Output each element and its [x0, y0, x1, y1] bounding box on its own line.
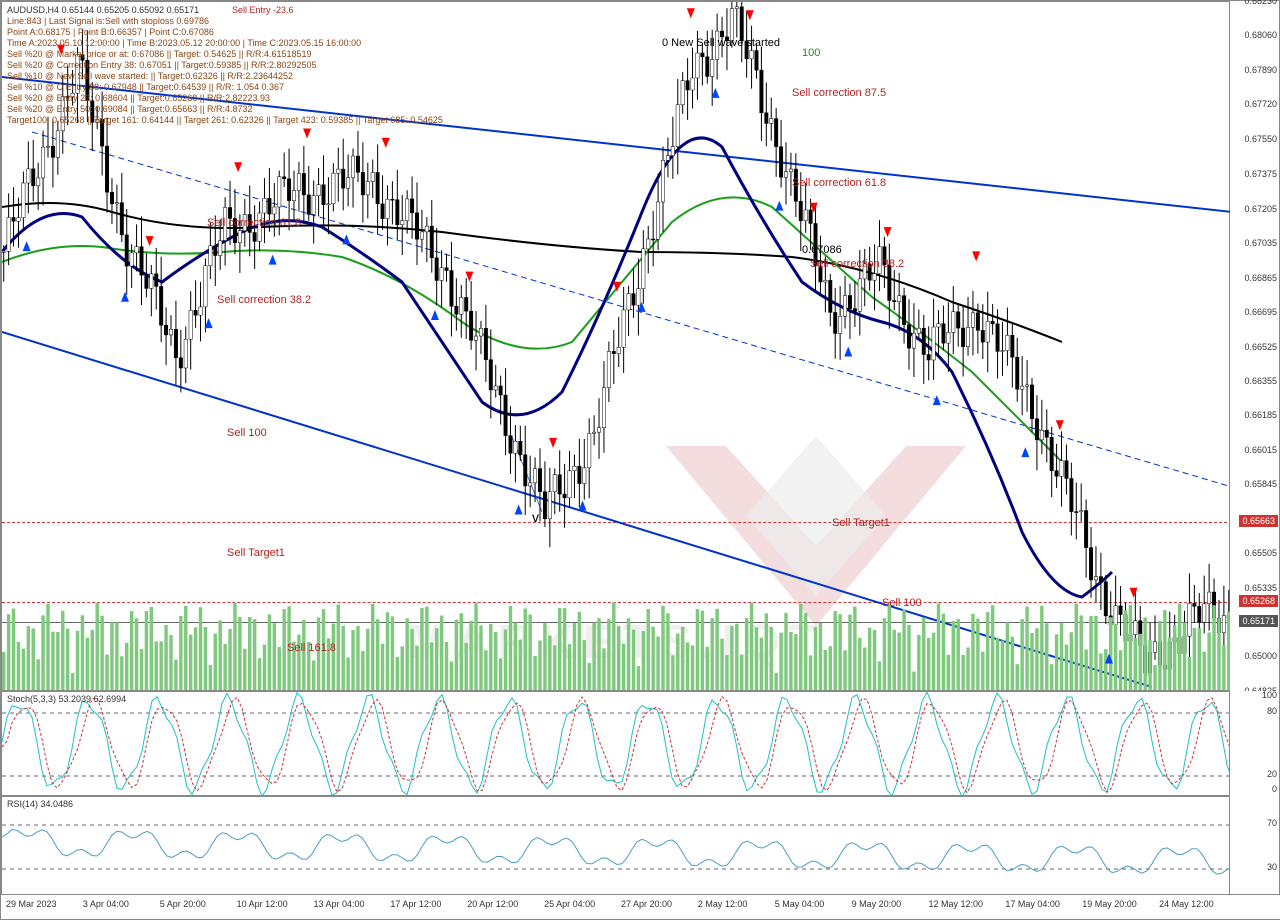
x-axis: 29 Mar 20233 Apr 04:005 Apr 20:0010 Apr … — [1, 894, 1280, 919]
rsi-label: RSI(14) 34.0486 — [7, 799, 73, 809]
info-line-7: Sell %20 @ Entry 23: 0.68604 || Target:0… — [7, 93, 270, 103]
symbol-label: AUDUSD,H4 0.65144 0.65205 0.65092 0.6517… — [7, 5, 199, 15]
y-axis-stoch: 100 80 20 0 — [1229, 691, 1279, 796]
info-line-6: Sell %10 @ C Entry 88: 0.67948 || Target… — [7, 82, 284, 92]
info-line-2: Time A:2023.05.10 12:00:00 | Time B:2023… — [7, 38, 361, 48]
annotation-2: Sell correction 87.5 — [792, 87, 886, 99]
badge-65663: 0.65663 — [1239, 515, 1278, 527]
annotation-7: Sell correction 38.2 — [217, 294, 311, 306]
badge-65268: 0.65268 — [1239, 595, 1278, 607]
annotation-1: 100 — [802, 47, 820, 59]
stoch-panel[interactable]: Stoch(5,3,3) 53.2039 62.6994 — [1, 691, 1231, 796]
badge-65171: 0.65171 — [1239, 615, 1278, 627]
chart-container: MARKETS.IQT v — [0, 0, 1280, 920]
info-line-4: Sell %20 @ Correction Entry 38: 0.67051 … — [7, 60, 317, 70]
sell-entry-label: Sell Entry -23.6 — [232, 5, 294, 15]
annotation-6: Sell correction 61.8 — [207, 217, 301, 229]
rsi-panel[interactable]: RSI(14) 34.0486 — [1, 796, 1231, 896]
annotation-4: Sell correction 38.2 — [810, 258, 904, 270]
info-line-9: Target100: 0.65268 || Target 161: 0.6414… — [7, 115, 443, 125]
annotation-9: Sell Target1 — [227, 547, 285, 559]
y-axis-main: 0.682300.680600.678900.677200.675500.673… — [1229, 1, 1279, 691]
annotation-0: 0 New Sell wave started — [662, 37, 780, 49]
annotation-10: Sell 161.8 — [287, 642, 336, 654]
y-axis-rsi: 70 30 — [1229, 796, 1279, 896]
info-line-8: Sell %20 @ Entry 50: 0.69084 || Target:0… — [7, 104, 252, 114]
annotation-12: Sell 100 — [882, 597, 922, 609]
annotation-11: Sell Target1 — [832, 517, 890, 529]
info-line-1: Point A:0.68175 | Point B:0.66357 | Poin… — [7, 27, 214, 37]
info-line-0: Line:843 | Last Signal is:Sell with stop… — [7, 16, 209, 26]
annotation-8: Sell 100 — [227, 427, 267, 439]
main-price-chart[interactable]: MARKETS.IQT v — [1, 1, 1231, 691]
stoch-label: Stoch(5,3,3) 53.2039 62.6994 — [7, 694, 126, 704]
info-line-5: Sell %10 @ New Sell wave started: || Tar… — [7, 71, 293, 81]
annotation-3: Sell correction 61.8 — [792, 177, 886, 189]
info-line-3: Sell %20 @ Market price or at: 0.67086 |… — [7, 49, 312, 59]
annotation-5: 0.67086 — [802, 244, 842, 256]
